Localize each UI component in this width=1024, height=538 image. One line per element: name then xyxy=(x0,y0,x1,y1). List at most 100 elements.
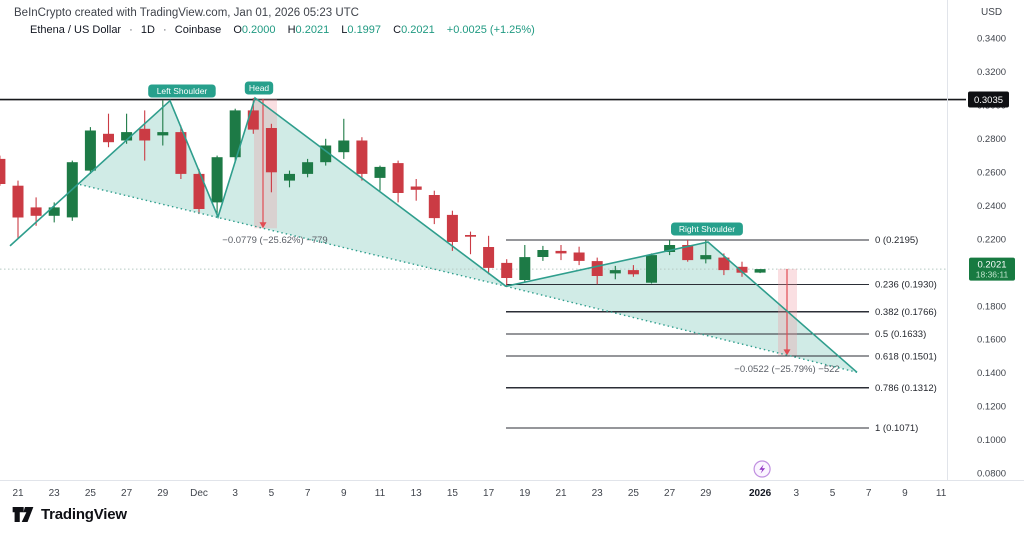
candle[interactable] xyxy=(465,235,476,237)
candle[interactable] xyxy=(356,140,368,174)
candle[interactable] xyxy=(718,257,730,271)
fib-label: 0.5 (0.1633) xyxy=(875,329,926,340)
time-tick-label: 23 xyxy=(49,488,61,499)
time-axis[interactable]: 21 23 25 27 29 Dec 3 5 7 9 11 13 15 17 19 21 23 25 27 29 202… xyxy=(12,488,946,499)
candle[interactable] xyxy=(537,250,549,257)
candle[interactable] xyxy=(320,145,332,163)
candle[interactable] xyxy=(519,257,531,280)
time-tick-label: 29 xyxy=(157,488,169,499)
candle[interactable] xyxy=(736,266,748,273)
candle[interactable] xyxy=(646,255,657,283)
price-tick-label: 0.0800 xyxy=(977,469,1006,480)
candle[interactable] xyxy=(609,270,621,274)
close-label: C xyxy=(393,24,402,36)
pattern-label-pill: Left Shoulder xyxy=(148,84,216,98)
candle[interactable] xyxy=(338,140,350,153)
time-tick-label: 3 xyxy=(794,488,800,499)
candle[interactable] xyxy=(193,173,205,209)
candle[interactable] xyxy=(573,252,585,261)
price-axis[interactable]: USD0.34000.32000.30000.28000.26000.24000… xyxy=(977,7,1006,480)
pattern-fill-head-and-shoulders-right xyxy=(506,242,857,373)
candle[interactable] xyxy=(446,214,458,242)
exchange-label[interactable]: Coinbase xyxy=(174,24,222,36)
candle[interactable] xyxy=(103,133,114,143)
candle[interactable] xyxy=(265,128,277,173)
measurement-arrow-icon xyxy=(259,222,267,229)
time-tick-label: 25 xyxy=(628,488,640,499)
close-value: 0.2021 xyxy=(401,24,435,36)
time-tick-label: 7 xyxy=(866,488,872,499)
time-tick-label: 27 xyxy=(664,488,676,499)
time-tick-label: 21 xyxy=(12,488,24,499)
price-tick-label: 0.1800 xyxy=(977,301,1006,312)
candle[interactable] xyxy=(664,245,676,252)
candle[interactable] xyxy=(284,173,295,181)
candle[interactable] xyxy=(247,110,259,130)
open-label: O xyxy=(233,24,242,36)
pattern-neckline-dotted[interactable] xyxy=(77,183,507,287)
last-price-countdown: 18:36:11 xyxy=(976,270,1009,280)
candle[interactable] xyxy=(30,207,42,216)
candle[interactable] xyxy=(229,110,241,158)
tradingview-logo-text: TradingView xyxy=(41,506,127,523)
candle[interactable] xyxy=(84,130,96,171)
pattern-trendline[interactable] xyxy=(505,241,858,373)
candles[interactable] xyxy=(0,97,766,287)
candle[interactable] xyxy=(157,132,169,136)
timeframe-label[interactable]: 1D xyxy=(140,24,155,36)
pattern-label-text: Left Shoulder xyxy=(157,86,208,96)
time-tick-label: 19 xyxy=(519,488,531,499)
candle[interactable] xyxy=(0,158,6,184)
price-tick-label: 0.2200 xyxy=(977,234,1006,245)
candle[interactable] xyxy=(121,132,133,141)
attribution-text: BeInCrypto created with TradingView.com,… xyxy=(14,7,359,19)
resistance-price-value: 0.3035 xyxy=(974,95,1003,106)
pattern-label-pill: Head xyxy=(244,81,274,95)
candle[interactable] xyxy=(700,255,712,260)
candle[interactable] xyxy=(12,185,24,218)
candle[interactable] xyxy=(48,207,60,216)
pattern-neckline-dotted[interactable] xyxy=(505,285,858,373)
time-tick-label: 9 xyxy=(902,488,908,499)
low-value: 0.1997 xyxy=(347,24,382,36)
candle[interactable] xyxy=(428,195,440,219)
time-tick-label: 2026 xyxy=(749,488,772,499)
candle[interactable] xyxy=(410,186,422,190)
event-marker[interactable] xyxy=(753,460,771,478)
tradingview-logo[interactable]: TradingView xyxy=(12,506,127,523)
candle[interactable] xyxy=(501,262,513,278)
candle[interactable] xyxy=(374,166,386,178)
candle[interactable] xyxy=(591,261,603,276)
open-value: 0.2000 xyxy=(241,24,276,36)
resistance-price-badge: 0.3035 xyxy=(968,91,1009,108)
candle[interactable] xyxy=(754,269,766,273)
candle[interactable] xyxy=(555,250,567,254)
price-tick-label: 0.2600 xyxy=(977,168,1006,179)
candle[interactable] xyxy=(139,128,151,141)
price-tick-label: 0.1200 xyxy=(977,402,1006,413)
tradingview-logo-icon xyxy=(12,507,34,522)
price-tick-label: 0.1000 xyxy=(977,435,1006,446)
candle[interactable] xyxy=(392,163,404,193)
candle[interactable] xyxy=(211,157,223,203)
candle[interactable] xyxy=(175,132,187,174)
candle[interactable] xyxy=(627,270,639,275)
candle[interactable] xyxy=(483,247,495,268)
fib-label: 0 (0.2195) xyxy=(875,235,918,246)
pattern-label-bg xyxy=(148,84,216,98)
time-tick-label: 27 xyxy=(121,488,133,499)
pattern-trendline[interactable] xyxy=(9,96,507,287)
time-tick-label: 11 xyxy=(936,488,947,499)
candle[interactable] xyxy=(682,245,694,261)
separator: · xyxy=(129,24,133,36)
symbol-title[interactable]: Ethena / US Dollar xyxy=(30,24,122,36)
time-tick-label: Dec xyxy=(190,488,208,499)
high-value: 0.2021 xyxy=(295,24,330,36)
time-tick-label: 15 xyxy=(447,488,459,499)
candle[interactable] xyxy=(302,162,314,174)
pattern-label-pill: Right Shoulder xyxy=(671,222,743,236)
symbol-info-bar: Ethena / US Dollar · 1D · Coinbase O0.20… xyxy=(30,24,535,36)
last-price-value: 0.2021 xyxy=(977,260,1006,271)
